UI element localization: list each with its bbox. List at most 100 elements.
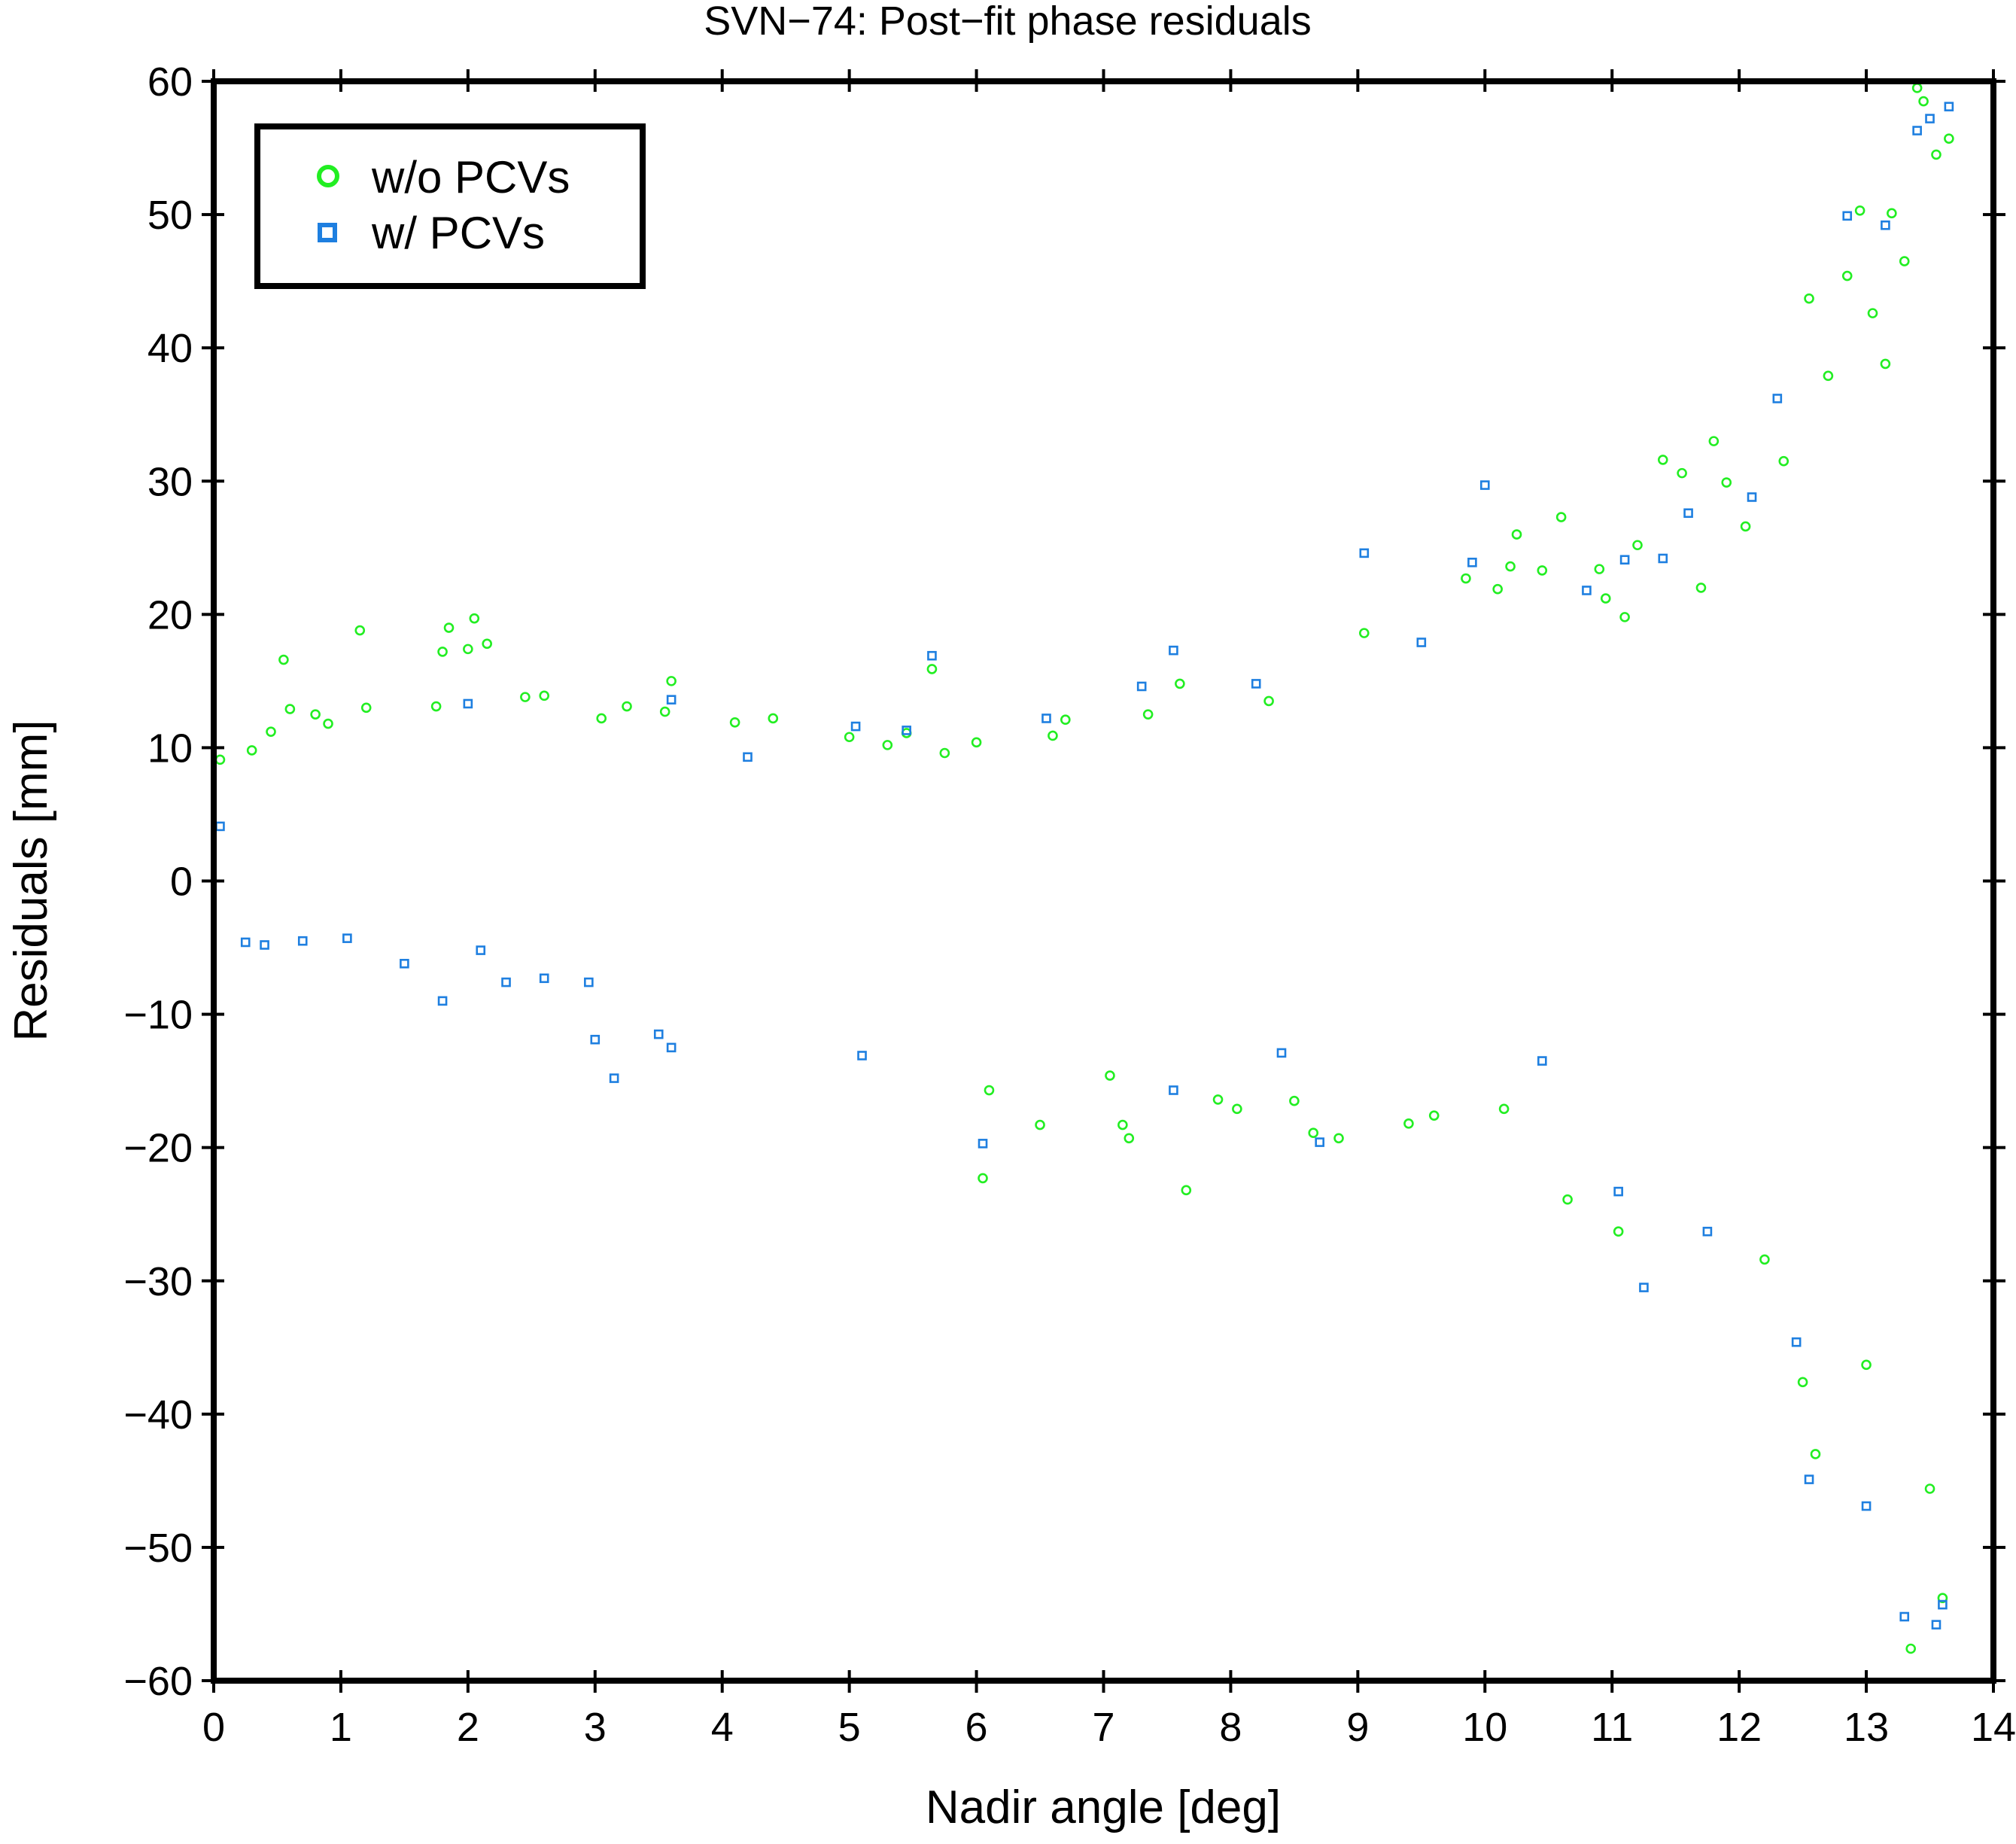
data-point-wo-pcvs xyxy=(1594,564,1605,574)
data-point-wo-pcvs xyxy=(463,644,473,655)
x-axis-label: Nadir angle [deg] xyxy=(926,1782,1281,1833)
data-point-wo-pcvs xyxy=(768,713,779,724)
data-point-wo-pcvs xyxy=(310,709,321,720)
y-tick-label: 20 xyxy=(147,592,193,637)
data-point-w-pcvs xyxy=(1861,1501,1872,1511)
data-point-wo-pcvs xyxy=(520,692,531,702)
data-point-w-pcvs xyxy=(1041,714,1051,723)
data-point-w-pcvs xyxy=(1169,645,1178,656)
data-point-w-pcvs xyxy=(1359,548,1370,558)
data-point-w-pcvs xyxy=(927,650,937,661)
data-point-wo-pcvs xyxy=(437,647,448,657)
data-point-wo-pcvs xyxy=(1562,1194,1573,1205)
data-point-w-pcvs xyxy=(437,996,448,1006)
data-point-wo-pcvs xyxy=(1867,308,1878,318)
data-point-wo-pcvs xyxy=(360,702,372,714)
y-axis-label: Residuals [mm] xyxy=(5,720,57,1041)
data-point-wo-pcvs xyxy=(939,747,950,759)
data-point-wo-pcvs xyxy=(1861,1359,1872,1371)
y-tick-label: −10 xyxy=(123,993,193,1038)
data-point-w-pcvs xyxy=(1479,480,1490,490)
data-point-wo-pcvs xyxy=(1740,521,1751,532)
data-point-wo-pcvs xyxy=(278,654,289,665)
data-point-w-pcvs xyxy=(1416,637,1427,647)
data-point-w-pcvs xyxy=(653,1029,664,1039)
legend-box xyxy=(254,123,646,289)
data-point-wo-pcvs xyxy=(1498,1103,1510,1115)
data-point-w-pcvs xyxy=(1912,126,1922,135)
legend-label-wo-pcvs: w/o PCVs xyxy=(371,152,570,202)
data-point-wo-pcvs xyxy=(1537,565,1548,576)
data-point-wo-pcvs xyxy=(666,676,677,686)
data-point-w-pcvs xyxy=(1613,1186,1623,1197)
data-point-wo-pcvs xyxy=(1931,149,1942,160)
data-point-w-pcvs xyxy=(857,1051,867,1060)
data-point-w-pcvs xyxy=(260,940,269,950)
y-tick-label: −40 xyxy=(123,1392,193,1438)
chart-title: SVN−74: Post−fit phase residuals xyxy=(704,0,1311,44)
x-tick-label: 7 xyxy=(1092,1705,1114,1750)
x-tick-label: 12 xyxy=(1716,1705,1762,1750)
data-point-wo-pcvs xyxy=(1175,678,1185,689)
legend-label-w-pcvs: w/ PCVs xyxy=(371,208,545,258)
legend-square-marker xyxy=(318,223,337,242)
data-point-wo-pcvs xyxy=(284,704,296,714)
data-point-wo-pcvs xyxy=(1721,477,1732,488)
data-point-wo-pcvs xyxy=(1924,1483,1935,1494)
data-point-w-pcvs xyxy=(1136,681,1147,692)
data-point-w-pcvs xyxy=(240,937,251,948)
data-point-wo-pcvs xyxy=(323,718,333,729)
data-point-w-pcvs xyxy=(590,1034,601,1045)
data-point-wo-pcvs xyxy=(1428,1110,1440,1121)
data-point-wo-pcvs xyxy=(1142,709,1154,720)
data-point-w-pcvs xyxy=(342,933,352,943)
data-point-w-pcvs xyxy=(539,973,549,984)
data-point-wo-pcvs xyxy=(1944,133,1954,144)
data-point-wo-pcvs xyxy=(1911,83,1923,93)
data-point-w-pcvs xyxy=(1702,1226,1713,1237)
data-point-wo-pcvs xyxy=(1880,358,1891,370)
data-point-w-pcvs xyxy=(1925,114,1935,123)
data-point-wo-pcvs xyxy=(978,1173,988,1184)
y-tick-label: −20 xyxy=(123,1126,193,1171)
data-point-wo-pcvs xyxy=(1937,1593,1948,1604)
data-point-w-pcvs xyxy=(1467,557,1477,568)
x-tick-label: 8 xyxy=(1219,1705,1242,1750)
data-point-w-pcvs xyxy=(978,1139,988,1149)
data-point-w-pcvs xyxy=(1842,211,1853,221)
data-point-wo-pcvs xyxy=(844,732,855,743)
x-tick-label: 5 xyxy=(838,1705,861,1750)
x-tick-label: 0 xyxy=(202,1705,225,1750)
y-tick-label: 30 xyxy=(147,459,193,504)
data-point-wo-pcvs xyxy=(1105,1070,1115,1081)
data-point-wo-pcvs xyxy=(1048,730,1058,741)
data-point-wo-pcvs xyxy=(1505,561,1516,572)
data-point-w-pcvs xyxy=(1683,508,1693,519)
data-point-w-pcvs xyxy=(584,977,594,987)
data-point-wo-pcvs xyxy=(659,706,670,717)
data-point-w-pcvs xyxy=(902,726,911,735)
x-tick-label: 10 xyxy=(1462,1705,1507,1750)
data-point-w-pcvs xyxy=(463,698,473,709)
data-point-w-pcvs xyxy=(666,695,677,704)
data-point-wo-pcvs xyxy=(266,726,276,737)
x-tick-label: 2 xyxy=(457,1705,479,1750)
data-point-wo-pcvs xyxy=(430,701,442,712)
data-point-w-pcvs xyxy=(476,945,486,955)
data-points-layer xyxy=(214,83,1954,1654)
data-point-wo-pcvs xyxy=(984,1085,995,1096)
data-point-w-pcvs xyxy=(666,1042,677,1053)
data-point-wo-pcvs xyxy=(1308,1127,1319,1138)
data-point-w-pcvs xyxy=(850,721,861,732)
y-tick-label: −60 xyxy=(123,1659,193,1704)
data-point-wo-pcvs xyxy=(1124,1133,1135,1144)
y-tick-label: 60 xyxy=(147,59,193,105)
data-point-w-pcvs xyxy=(1276,1048,1287,1058)
data-point-w-pcvs xyxy=(1772,394,1783,403)
data-point-wo-pcvs xyxy=(1841,270,1853,281)
x-tick-label: 9 xyxy=(1346,1705,1369,1750)
data-point-wo-pcvs xyxy=(971,737,982,748)
data-point-wo-pcvs xyxy=(1359,628,1370,638)
data-point-wo-pcvs xyxy=(926,664,938,674)
